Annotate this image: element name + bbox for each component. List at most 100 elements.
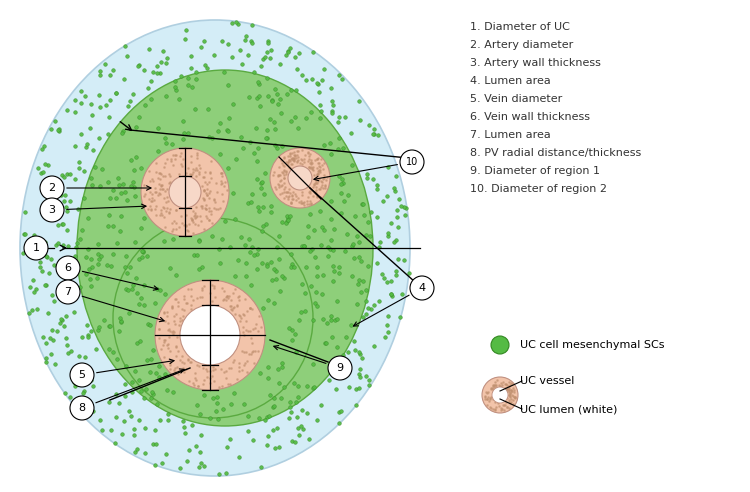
Point bbox=[237, 144, 249, 152]
Point bbox=[333, 408, 345, 416]
Text: UC lumen (white): UC lumen (white) bbox=[520, 404, 617, 414]
Point bbox=[352, 277, 364, 284]
Point bbox=[105, 262, 117, 270]
Point bbox=[217, 37, 229, 45]
Point bbox=[140, 385, 152, 393]
Point bbox=[325, 85, 337, 92]
Point bbox=[222, 40, 234, 48]
Point bbox=[138, 66, 150, 74]
Circle shape bbox=[141, 148, 229, 236]
Point bbox=[281, 212, 293, 220]
Point bbox=[115, 317, 127, 325]
Point bbox=[322, 376, 334, 384]
Point bbox=[82, 406, 94, 414]
Point bbox=[40, 239, 52, 246]
Point bbox=[62, 106, 74, 114]
Point bbox=[106, 186, 118, 194]
Point bbox=[230, 155, 242, 163]
Point bbox=[37, 267, 49, 275]
Point bbox=[86, 112, 98, 120]
Point bbox=[61, 226, 73, 234]
Point bbox=[332, 297, 344, 305]
Point bbox=[290, 438, 302, 446]
Point bbox=[55, 191, 67, 199]
Point bbox=[251, 176, 263, 184]
Point bbox=[152, 373, 164, 381]
Point bbox=[188, 251, 200, 259]
Point bbox=[346, 242, 358, 250]
Ellipse shape bbox=[77, 70, 373, 426]
Point bbox=[221, 443, 233, 451]
Point bbox=[276, 364, 288, 371]
Point bbox=[193, 265, 205, 273]
Point bbox=[244, 138, 256, 146]
Point bbox=[23, 309, 35, 317]
Point bbox=[261, 134, 273, 142]
Point bbox=[94, 71, 106, 79]
Point bbox=[289, 263, 301, 271]
Point bbox=[230, 18, 242, 26]
Point bbox=[82, 331, 94, 338]
Point bbox=[68, 378, 80, 386]
Point bbox=[244, 235, 256, 243]
Point bbox=[49, 361, 61, 369]
Point bbox=[374, 238, 386, 246]
Point bbox=[65, 347, 77, 355]
Point bbox=[133, 61, 145, 68]
Point bbox=[170, 271, 182, 279]
Point bbox=[254, 92, 266, 100]
Point bbox=[286, 326, 298, 334]
Point bbox=[350, 385, 362, 393]
Point bbox=[76, 334, 88, 341]
Point bbox=[248, 436, 259, 444]
Point bbox=[138, 302, 150, 309]
Point bbox=[319, 226, 331, 234]
Point bbox=[328, 246, 340, 254]
Point bbox=[248, 68, 259, 76]
Point bbox=[365, 209, 377, 216]
Point bbox=[368, 301, 380, 308]
Point bbox=[129, 238, 141, 246]
Point bbox=[362, 262, 374, 270]
Point bbox=[62, 242, 74, 250]
Point bbox=[245, 37, 257, 45]
Point bbox=[326, 150, 338, 157]
Point bbox=[271, 243, 283, 251]
Text: 8: 8 bbox=[79, 403, 86, 413]
Point bbox=[85, 327, 97, 335]
Point bbox=[261, 74, 273, 82]
Point bbox=[265, 55, 277, 62]
Point bbox=[334, 263, 346, 271]
Point bbox=[137, 214, 149, 222]
Point bbox=[92, 250, 104, 258]
Point bbox=[234, 46, 246, 54]
Point bbox=[399, 211, 411, 219]
Point bbox=[186, 421, 198, 429]
Point bbox=[76, 226, 88, 234]
Point bbox=[24, 283, 36, 291]
Point bbox=[45, 125, 57, 133]
Point bbox=[131, 339, 143, 347]
Point bbox=[70, 363, 82, 371]
Point bbox=[139, 101, 151, 109]
Point bbox=[356, 200, 368, 208]
Point bbox=[120, 362, 132, 370]
Point bbox=[40, 252, 52, 260]
Point bbox=[285, 408, 297, 416]
Point bbox=[34, 263, 46, 271]
Point bbox=[274, 60, 286, 67]
Point bbox=[78, 194, 90, 202]
Point bbox=[367, 175, 379, 183]
Point bbox=[255, 62, 267, 70]
Point bbox=[311, 416, 323, 424]
Point bbox=[261, 48, 273, 56]
Point bbox=[51, 328, 63, 336]
Point bbox=[136, 247, 148, 255]
Point bbox=[357, 277, 369, 285]
Point bbox=[177, 417, 189, 425]
Point bbox=[349, 212, 361, 219]
Point bbox=[194, 448, 206, 456]
Point bbox=[327, 262, 339, 270]
Point bbox=[130, 123, 142, 130]
Point bbox=[34, 258, 46, 266]
